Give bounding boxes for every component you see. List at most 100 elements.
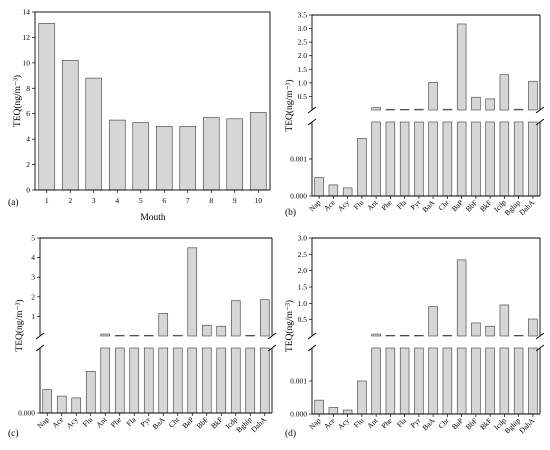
bar-a-3: [85, 77, 103, 191]
y-tick-label-upper-d: 2.5: [298, 250, 308, 259]
x-tick-label-b: BkF: [478, 198, 494, 214]
x-tick-label-c: BaA: [151, 415, 167, 431]
bar-d-BkF: [485, 325, 495, 337]
panel-label-a: (a): [8, 197, 19, 208]
x-tick-label-a: 1: [45, 196, 49, 205]
bar-b-Pyr-lower: [414, 121, 424, 197]
plot-frame-a: [34, 11, 271, 191]
x-tick-label-d: BbF: [464, 416, 480, 432]
bar-d-Ant: [371, 333, 381, 337]
y-tick-label-upper-d: 1.0: [298, 299, 308, 308]
bar-b-BaA-lower: [428, 121, 438, 197]
y-tick-label-upper-b: 3.0: [298, 24, 308, 33]
y-tick-label-a: 8: [26, 84, 30, 93]
bar-c-Ace: [56, 395, 67, 414]
x-tick-label-c: BaP: [180, 415, 195, 430]
bar-d-Phe-lower: [385, 347, 396, 415]
bar-c-Acy: [71, 397, 82, 414]
bar-c-Fla: [129, 335, 140, 337]
x-tick-label-c: Pyr: [138, 415, 152, 429]
bar-d-Bghip: [513, 335, 524, 337]
bar-d-Chr-lower: [442, 347, 453, 415]
bar-d-Bghip-lower: [513, 347, 524, 415]
y-tick-label-upper-c: 1: [31, 312, 35, 321]
x-tick-label-b: Flu: [352, 198, 366, 212]
bar-c-Chr-lower: [172, 347, 183, 414]
y-tick-label-upper-b: 1.0: [298, 78, 308, 87]
bar-c-Phe-lower: [114, 347, 125, 414]
bar-d-Icdp: [499, 304, 510, 337]
bar-a-9: [226, 118, 244, 191]
panel-label-b: (b): [285, 207, 296, 218]
axis-break-mark-d: [535, 332, 545, 340]
bar-c-Icdp: [230, 300, 241, 337]
x-tick-label-a: 8: [209, 196, 213, 205]
y-tick-label-lower-d: 0.001: [290, 377, 307, 386]
bar-b-Ant-lower: [371, 121, 381, 197]
bar-d-Nap: [314, 399, 324, 415]
x-tick-label-a: 10: [255, 196, 263, 205]
bar-d-Ant-lower: [371, 347, 381, 415]
bar-c-DahA: [259, 299, 270, 337]
axis-break-mark-d: [307, 344, 317, 352]
x-tick-label-a: 6: [162, 196, 166, 205]
x-tick-label-b: Ace: [322, 198, 337, 213]
bar-d-Pyr: [414, 335, 424, 337]
x-tick-label-b: Nap: [307, 198, 322, 213]
bar-b-Phe: [385, 109, 396, 111]
x-tick-label-d: Chr: [436, 416, 451, 431]
x-tick-label-a: 2: [68, 196, 72, 205]
y-tick-label-a: 10: [23, 58, 31, 67]
bar-c-Bghip-lower: [245, 347, 256, 414]
bar-d-BbF: [471, 322, 481, 337]
y-tick-label-upper-b: 2.5: [298, 38, 308, 47]
bar-d-Acy: [342, 409, 353, 415]
y-tick-label-upper-c: 2: [31, 292, 35, 301]
bar-b-BaP-lower: [456, 121, 467, 197]
bar-b-Chr: [442, 108, 453, 111]
bar-b-Ant: [371, 107, 381, 111]
bar-b-Icdp-lower: [499, 121, 510, 197]
x-tick-label-d: Acy: [336, 416, 351, 431]
bar-c-Nap: [42, 389, 53, 414]
x-tick-label-b: BaA: [420, 198, 436, 214]
x-tick-label-c: Nap: [35, 415, 50, 430]
y-tick-label-upper-c: 4: [31, 253, 35, 262]
x-tick-label-b: Pyr: [409, 198, 423, 212]
x-tick-label-c: Fla: [125, 415, 139, 429]
bar-a-7: [179, 126, 197, 191]
x-tick-label-d: Fla: [395, 416, 409, 430]
bar-d-BaP: [456, 259, 467, 337]
axis-break-mark-d: [307, 332, 317, 340]
bar-d-DahA: [528, 318, 538, 337]
bar-b-Chr-lower: [442, 121, 453, 197]
bar-d-Flu: [357, 380, 367, 415]
axis-break-mark-c: [267, 332, 277, 340]
axis-break-mark-d: [535, 344, 545, 352]
bar-b-DahA: [528, 80, 538, 111]
y-tick-label-upper-b: 3.5: [298, 11, 308, 20]
x-tick-label-a: 5: [139, 196, 143, 205]
bar-c-Fla-lower: [129, 347, 140, 414]
x-tick-label-d: BkF: [478, 416, 494, 432]
bar-c-DahA-lower: [259, 347, 270, 414]
y-tick-label-lower-b: 0.000: [290, 192, 307, 201]
bar-c-BaP-lower: [187, 347, 198, 414]
x-tick-label-b: BaP: [450, 198, 465, 213]
x-tick-label-d: Phe: [379, 416, 394, 431]
x-tick-label-b: Fla: [395, 198, 409, 212]
bar-b-BaA: [428, 82, 438, 111]
bar-d-BkF-lower: [485, 347, 495, 415]
panel-label-d: (d): [285, 428, 296, 439]
bar-a-2: [61, 60, 79, 191]
y-tick-label-upper-c: 3: [31, 273, 35, 282]
x-tick-label-a: 3: [92, 196, 96, 205]
bar-d-Phe: [385, 335, 396, 337]
bar-c-BkF: [216, 325, 227, 337]
y-tick-label-upper-d: 2.0: [298, 266, 308, 275]
bar-d-DahA-lower: [528, 347, 538, 415]
y-tick-label-lower-b: 0.001: [290, 155, 307, 164]
bar-b-Ace: [328, 184, 339, 197]
